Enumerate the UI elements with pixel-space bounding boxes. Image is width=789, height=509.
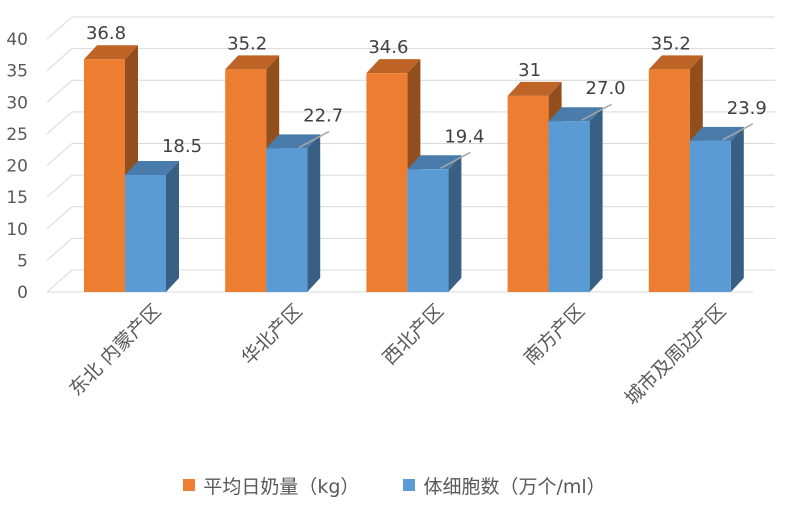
- legend-label-milk: 平均日奶量（kg）: [203, 475, 360, 498]
- label-leader: [440, 151, 471, 169]
- gridline-side: [46, 16, 73, 40]
- x-category-label: 西北产区: [379, 300, 448, 369]
- gridline-side: [46, 269, 73, 293]
- bar-side: [589, 107, 603, 292]
- bars: [84, 45, 744, 293]
- bar: [507, 95, 549, 292]
- data-labels: 36.8 18.5 35.2 22.7 34.6 19.4 31 27.0 35.2 23.9: [86, 23, 767, 157]
- gridline-side: [46, 143, 73, 166]
- label-leaders: [298, 103, 754, 169]
- bar-top: [689, 126, 744, 141]
- y-tick-label: 20: [6, 157, 28, 177]
- gridline-side: [46, 79, 73, 103]
- bar-side: [307, 134, 321, 292]
- data-label: 27.0: [586, 78, 626, 99]
- bar-top: [407, 155, 462, 170]
- label-leader: [722, 123, 754, 141]
- data-label: 22.7: [303, 105, 343, 126]
- label-leader: [298, 130, 330, 149]
- legend-swatch-scc: [403, 479, 416, 491]
- bar: [689, 140, 731, 292]
- data-label: 18.5: [162, 136, 202, 157]
- bar-top: [548, 107, 603, 122]
- bar-top: [266, 134, 321, 149]
- gridline-side: [46, 111, 73, 135]
- data-label: 23.9: [727, 98, 767, 119]
- x-category-label: 东北 内蒙产区: [65, 300, 165, 400]
- label-leader: [581, 103, 612, 121]
- bar: [366, 73, 408, 292]
- bar-side: [730, 126, 744, 293]
- y-tick-label: 30: [6, 93, 28, 113]
- bar: [266, 148, 308, 292]
- y-axis-ticks: 0 5 10 15 20 25 30 35 40: [6, 30, 28, 303]
- legend-item-scc: 体细胞数（万个/ml）: [403, 472, 606, 499]
- gridline-side: [46, 206, 73, 230]
- legend-label-scc: 体细胞数（万个/ml）: [423, 475, 606, 498]
- y-tick-label: 25: [6, 125, 28, 145]
- y-tick-label: 35: [6, 62, 28, 82]
- bar-side: [166, 160, 179, 292]
- bar-top: [366, 59, 421, 74]
- bar-side: [448, 155, 462, 292]
- x-category-label: 城市及周边产区: [621, 300, 731, 410]
- legend-item-milk: 平均日奶量（kg）: [183, 472, 359, 499]
- data-label: 31: [518, 60, 541, 81]
- x-category-label: 华北产区: [237, 300, 306, 369]
- bar-top: [225, 55, 280, 70]
- bar-top: [84, 45, 138, 60]
- y-tick-label: 15: [6, 188, 28, 208]
- bar: [548, 121, 590, 292]
- y-tick-label: 5: [17, 251, 28, 271]
- bar: [648, 69, 690, 292]
- bar: [84, 59, 125, 292]
- data-label: 36.8: [86, 23, 126, 44]
- data-label: 35.2: [651, 33, 691, 54]
- x-axis-categories: 东北 内蒙产区 华北产区 西北产区 南方产区 城市及周边产区: [65, 300, 730, 410]
- bar-top: [648, 55, 703, 70]
- data-label: 35.2: [227, 33, 267, 54]
- y-tick-label: 0: [17, 283, 28, 303]
- bar: [225, 69, 267, 292]
- bar: [407, 169, 449, 292]
- data-label: 34.6: [368, 37, 408, 58]
- data-label: 19.4: [444, 126, 484, 147]
- y-tick-label: 40: [6, 30, 28, 50]
- bar-top: [507, 81, 562, 96]
- y-tick-label: 10: [6, 220, 28, 240]
- x-category-label: 南方产区: [520, 300, 589, 369]
- gridline-side: [46, 174, 73, 198]
- gridline-side: [46, 237, 73, 261]
- gridline-side: [46, 48, 73, 72]
- legend: 平均日奶量（kg） 体细胞数（万个/ml）: [0, 470, 789, 500]
- bar-top: [125, 160, 179, 175]
- legend-swatch-milk: [183, 479, 196, 491]
- bar: [125, 174, 166, 292]
